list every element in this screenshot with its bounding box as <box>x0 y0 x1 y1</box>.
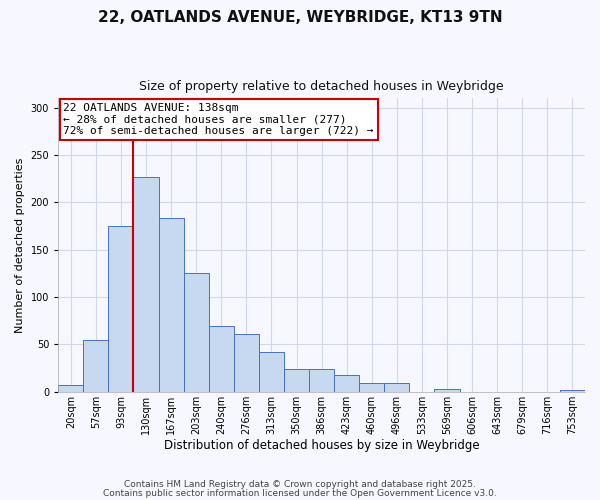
Bar <box>334 375 359 392</box>
Text: Contains public sector information licensed under the Open Government Licence v3: Contains public sector information licen… <box>103 488 497 498</box>
Bar <box>209 326 234 392</box>
X-axis label: Distribution of detached houses by size in Weybridge: Distribution of detached houses by size … <box>164 440 479 452</box>
Bar <box>284 369 309 392</box>
Bar <box>309 369 334 392</box>
Bar <box>83 340 109 392</box>
Bar <box>434 389 460 392</box>
Bar <box>560 390 585 392</box>
Bar <box>359 384 385 392</box>
Bar <box>184 274 209 392</box>
Title: Size of property relative to detached houses in Weybridge: Size of property relative to detached ho… <box>139 80 504 93</box>
Text: 22 OATLANDS AVENUE: 138sqm
← 28% of detached houses are smaller (277)
72% of sem: 22 OATLANDS AVENUE: 138sqm ← 28% of deta… <box>64 102 374 136</box>
Bar <box>234 334 259 392</box>
Bar <box>259 352 284 392</box>
Text: Contains HM Land Registry data © Crown copyright and database right 2025.: Contains HM Land Registry data © Crown c… <box>124 480 476 489</box>
Bar <box>133 177 158 392</box>
Bar <box>109 226 133 392</box>
Bar <box>385 384 409 392</box>
Y-axis label: Number of detached properties: Number of detached properties <box>15 158 25 332</box>
Bar <box>158 218 184 392</box>
Text: 22, OATLANDS AVENUE, WEYBRIDGE, KT13 9TN: 22, OATLANDS AVENUE, WEYBRIDGE, KT13 9TN <box>98 10 502 25</box>
Bar <box>58 385 83 392</box>
